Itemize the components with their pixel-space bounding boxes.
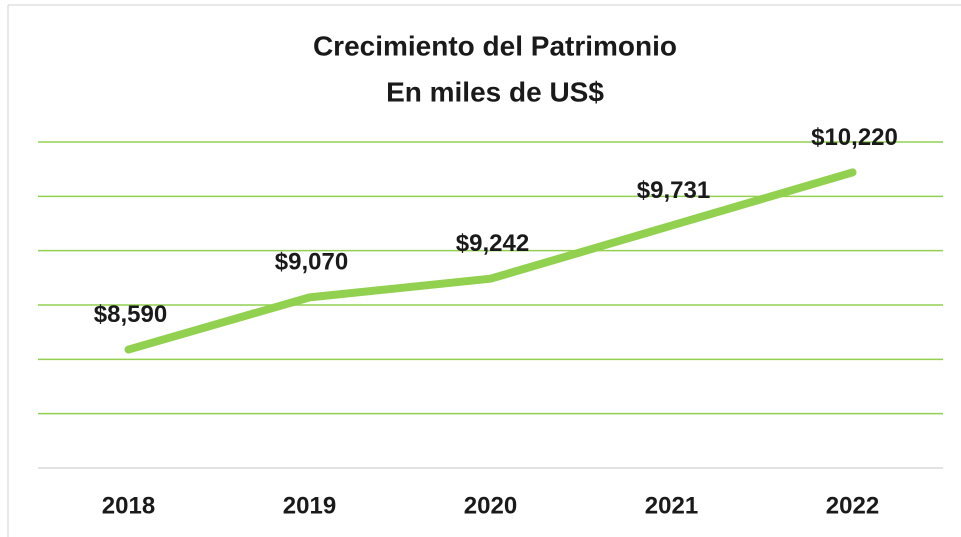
data-line	[124, 168, 857, 354]
chart-subtitle: En miles de US$	[386, 76, 604, 107]
x-tick-label: 2020	[464, 492, 517, 519]
data-label: $9,242	[456, 230, 529, 257]
data-label: $10,220	[811, 124, 898, 151]
chart-title: Crecimiento del Patrimonio	[313, 30, 677, 61]
x-tick-label: 2019	[283, 492, 336, 519]
x-tick-label: 2018	[102, 492, 155, 519]
data-label: $9,731	[637, 177, 710, 204]
data-label: $9,070	[275, 249, 348, 276]
data-label: $8,590	[94, 301, 167, 328]
x-tick-label: 2022	[826, 492, 879, 519]
x-tick-label: 2021	[645, 492, 698, 519]
